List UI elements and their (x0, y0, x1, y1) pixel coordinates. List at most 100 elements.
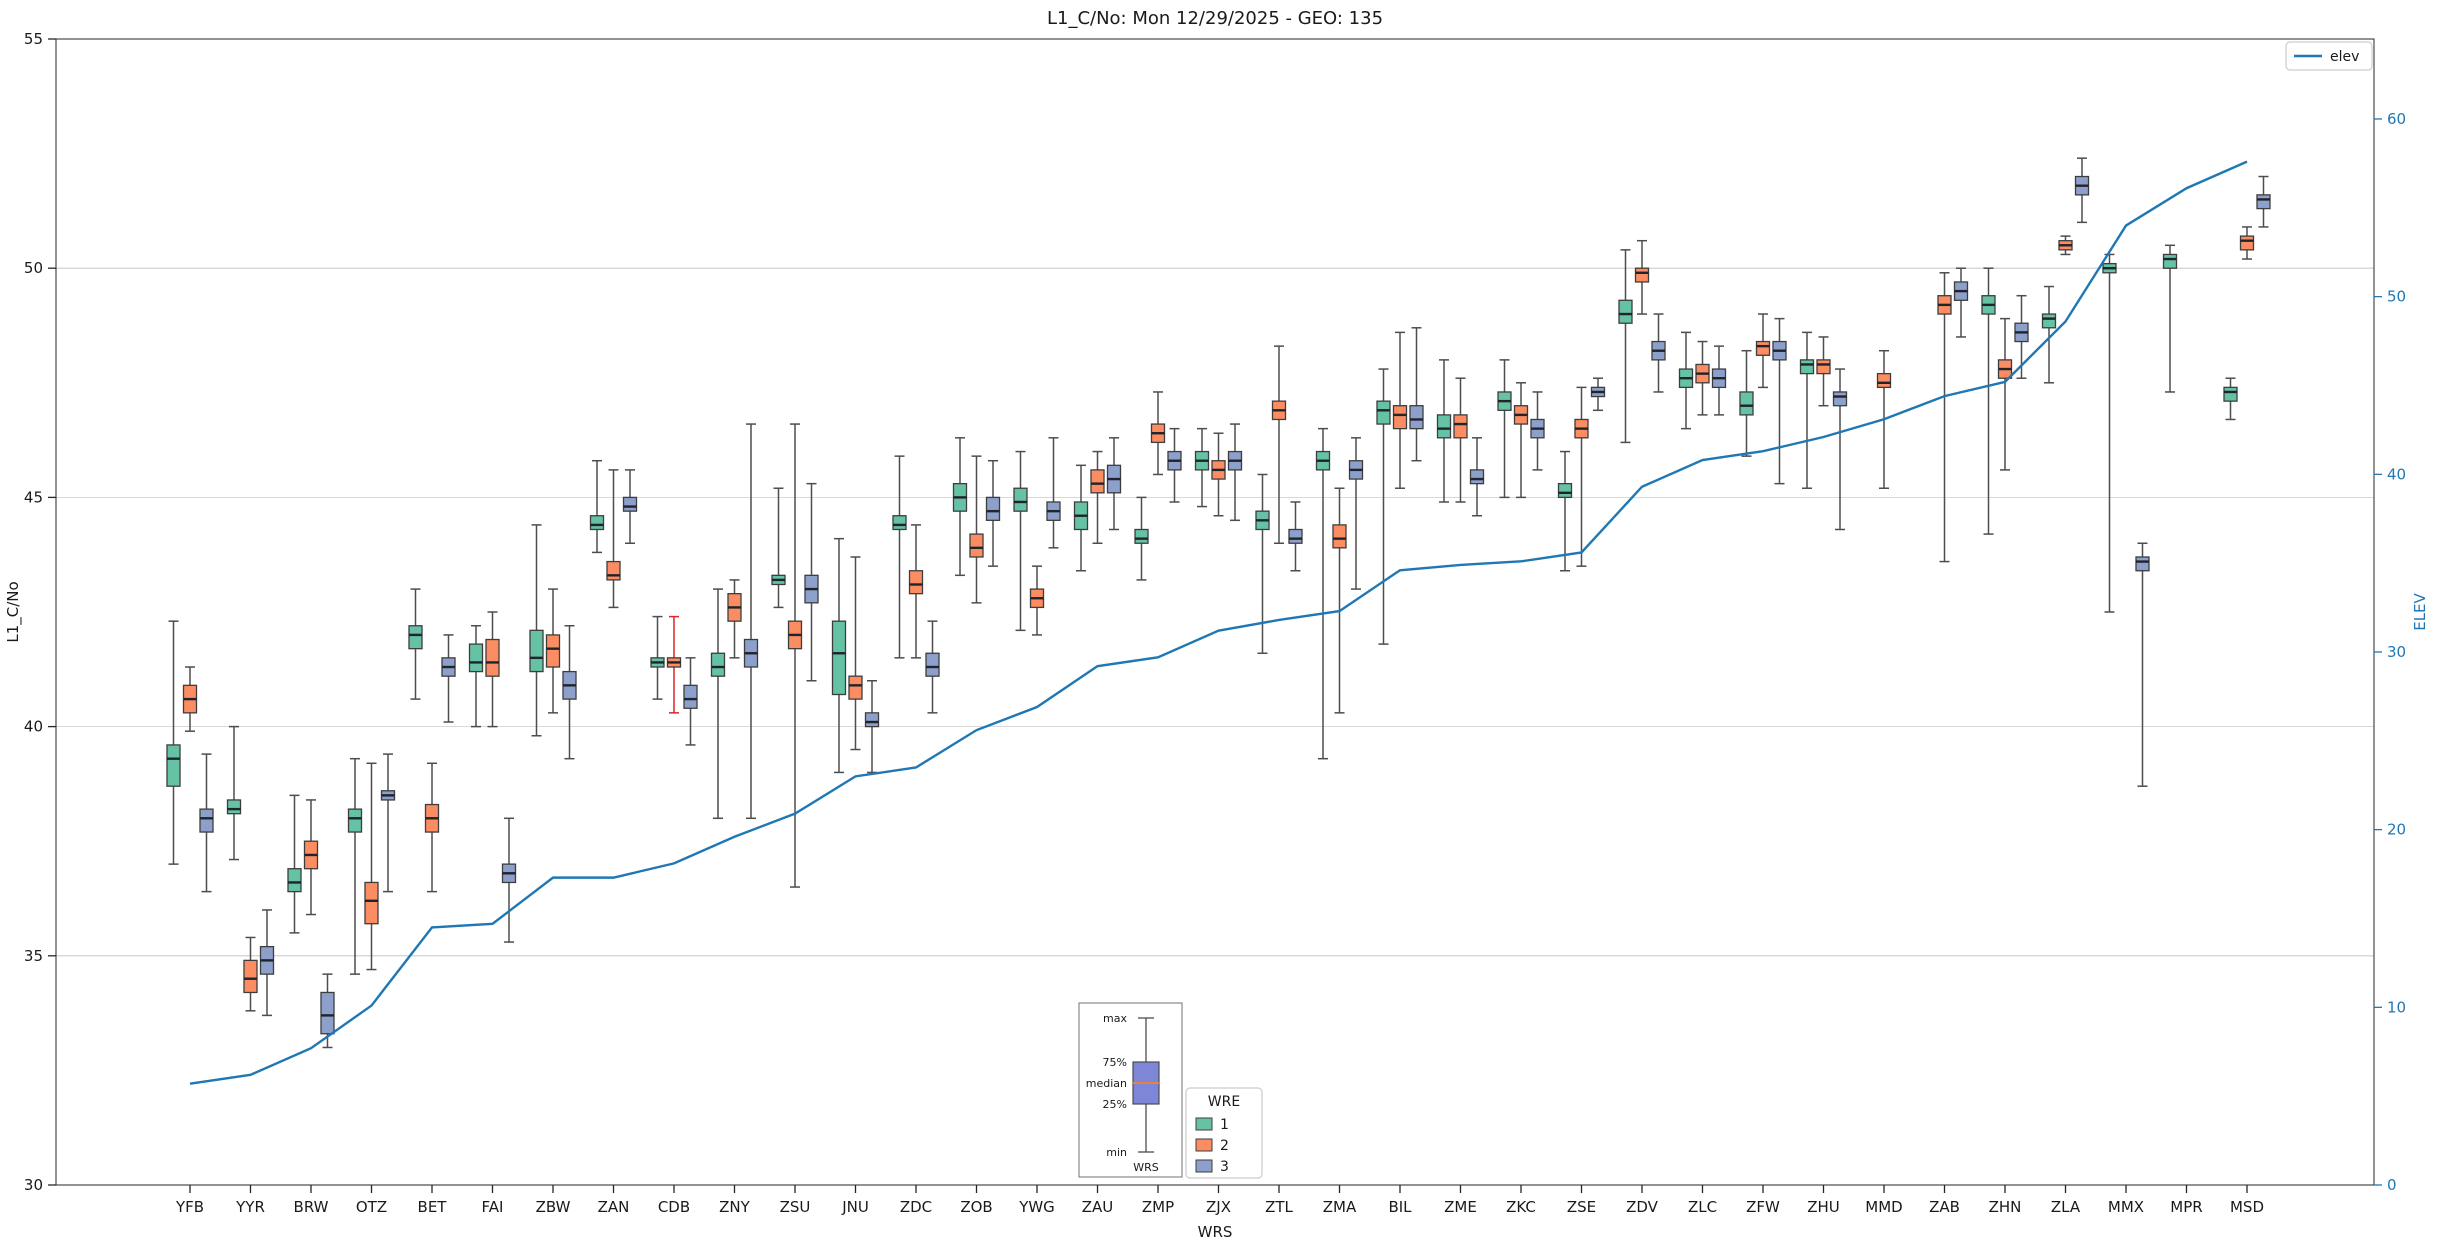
box-MMX-wre1 (2102, 253, 2117, 613)
y-left-tick-label: 55 (24, 30, 43, 48)
elev-legend: elev (2285, 41, 2373, 71)
box-MSD-wre2 (2239, 226, 2255, 260)
x-tick-label-OTZ: OTZ (356, 1198, 387, 1216)
box-ZMA-wre2 (1332, 487, 1347, 714)
box-ZMP-wre3 (1167, 427, 1182, 503)
x-tick-label-MPR: MPR (2170, 1198, 2202, 1216)
x-tick-label-BET: BET (418, 1198, 448, 1216)
boxplot-explainer: max 75% median 25% min WRS (1078, 1002, 1183, 1178)
box-ZHN-wre2 (1997, 317, 2013, 471)
box-ZMA-wre1 (1315, 427, 1331, 760)
plot-border (55, 38, 2375, 1186)
box-YWG-wre2 (1029, 565, 1045, 636)
box-ZHU-wre3 (1832, 368, 1848, 531)
explainer-label-0: max (1103, 1012, 1127, 1025)
box-ZKC-wre1 (1497, 359, 1512, 499)
box-ZSU-wre3 (804, 482, 819, 682)
x-tick-label-ZFW: ZFW (1746, 1198, 1780, 1216)
y-left-tick-label: 30 (24, 1176, 43, 1194)
box-ZHU-wre2 (1816, 336, 1831, 407)
x-tick-label-ZDC: ZDC (900, 1198, 932, 1216)
box-FAI-wre1 (468, 625, 484, 728)
box-JNU-wre3 (864, 680, 880, 774)
x-tick-label-BIL: BIL (1388, 1198, 1412, 1216)
x-tick-label-ZSE: ZSE (1567, 1198, 1596, 1216)
box-ZHN-wre3 (2014, 294, 2029, 379)
box-BRW-wre2 (303, 799, 319, 916)
box-YYR-wre2 (243, 936, 258, 1012)
box-MMX-wre3 (2135, 542, 2150, 787)
box-ZKC-wre2 (1513, 382, 1529, 499)
x-tick-label-ZMA: ZMA (1323, 1198, 1357, 1216)
box-ZME-wre3 (1469, 437, 1485, 517)
box-YWG-wre1 (1013, 450, 1028, 632)
box-OTZ-wre1 (347, 757, 363, 975)
box-MSD-wre3 (2256, 175, 2271, 228)
box-ZME-wre1 (1436, 359, 1452, 503)
box-ZLA-wre1 (2041, 285, 2057, 384)
y-left-tick-label: 35 (24, 947, 43, 965)
box-ZLC-wre3 (1711, 345, 1727, 416)
box-BIL-wre1 (1376, 368, 1391, 645)
box-ZBW-wre1 (529, 524, 544, 737)
box-ZJX-wre2 (1211, 432, 1226, 517)
box-ZNY-wre1 (710, 588, 726, 820)
box-ZMP-wre1 (1134, 496, 1149, 581)
box-JNU-wre2 (848, 556, 863, 751)
x-tick-label-ZAN: ZAN (598, 1198, 630, 1216)
x-tick-label-MMX: MMX (2108, 1198, 2144, 1216)
box-ZHN-wre1 (1981, 267, 1996, 535)
box-ZSE-wre3 (1590, 377, 1606, 412)
explainer-xlabel: WRS (1133, 1161, 1159, 1174)
box-ZKC-wre3 (1530, 391, 1545, 471)
box-YFB-wre3 (199, 753, 214, 893)
y-axis-label-right: ELEV (2411, 592, 2429, 630)
x-tick-label-ZBW: ZBW (536, 1198, 571, 1216)
series-wre-2 (182, 226, 2255, 1012)
box-ZNY-wre2 (727, 579, 742, 659)
box-ZAN-wre1 (589, 459, 605, 554)
box-ZFW-wre2 (1755, 313, 1771, 389)
box-ZTL-wre1 (1255, 473, 1270, 655)
y-right-tick-label: 50 (2387, 288, 2406, 306)
explainer-label-4: min (1106, 1146, 1127, 1159)
box-ZTL-wre3 (1288, 501, 1303, 572)
box-BET-wre1 (408, 588, 423, 700)
x-tick-label-ZME: ZME (1444, 1198, 1477, 1216)
wre-legend-title: WRE (1208, 1094, 1240, 1110)
wre-legend-label-3: 3 (1220, 1159, 1229, 1175)
y-right-tick-label: 0 (2387, 1176, 2397, 1194)
box-BET-wre3 (441, 634, 456, 723)
box-ZAN-wre3 (622, 469, 638, 544)
box-YWG-wre3 (1046, 437, 1061, 549)
box-ZDV-wre3 (1651, 313, 1666, 393)
y-axis-label-left: L1_C/No (4, 581, 23, 642)
box-ZOB-wre3 (985, 459, 1001, 567)
box-YYR-wre1 (226, 725, 242, 861)
box-ZME-wre2 (1453, 377, 1468, 503)
box-ZSU-wre2 (787, 423, 803, 888)
box-ZLA-wre3 (2074, 157, 2090, 224)
box-ZSE-wre1 (1557, 450, 1573, 572)
box-ZJX-wre1 (1194, 427, 1210, 508)
box-ZAU-wre1 (1073, 464, 1089, 572)
box-OTZ-wre2 (364, 762, 379, 971)
box-BRW-wre3 (320, 973, 335, 1049)
box-ZLC-wre1 (1678, 331, 1694, 430)
box-ZLC-wre2 (1695, 340, 1710, 416)
chart-title: L1_C/No: Mon 12/29/2025 - GEO: 135 (1047, 8, 1383, 29)
x-tick-label-ZOB: ZOB (960, 1198, 992, 1216)
box-FAI-wre2 (485, 611, 500, 728)
y-right-tick-label: 60 (2387, 110, 2406, 128)
x-tick-label-ZAB: ZAB (1929, 1198, 1960, 1216)
x-tick-label-YFB: YFB (175, 1198, 204, 1216)
box-OTZ-wre3 (380, 753, 396, 893)
box-ZBW-wre3 (562, 625, 577, 760)
box-MSD-wre1 (2223, 377, 2238, 421)
y-right-tick-label: 20 (2387, 821, 2406, 839)
x-tick-label-MMD: MMD (1865, 1198, 1902, 1216)
box-ZSE-wre2 (1574, 386, 1589, 567)
box-ZDV-wre2 (1634, 239, 1650, 315)
